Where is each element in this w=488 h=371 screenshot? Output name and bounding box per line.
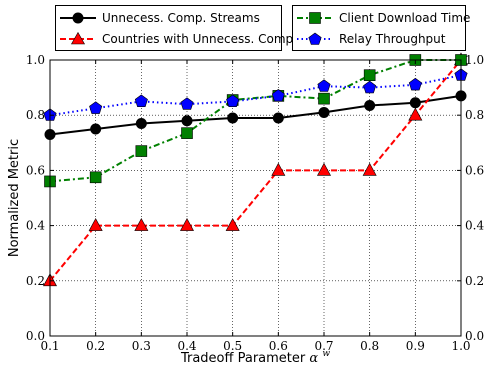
y-tick-label-right: 0.0 (465, 329, 484, 343)
data-point (134, 94, 148, 107)
data-point (179, 217, 195, 231)
data-point (272, 112, 284, 124)
data-point (89, 101, 103, 114)
y-tick-label-right: 0.4 (465, 219, 484, 233)
data-point (89, 171, 102, 184)
x-tick-label: 0.1 (40, 339, 59, 353)
legend-label-client-download-time: Client Download Time (339, 11, 471, 25)
data-point (271, 89, 285, 102)
data-point (318, 106, 330, 118)
x-tick-label: 0.5 (223, 339, 242, 353)
legend-label-relay-throughput: Relay Throughput (339, 32, 446, 46)
data-point (134, 217, 149, 231)
data-point (408, 77, 422, 91)
y-tick-label-right: 0.2 (465, 274, 484, 288)
axis-ticks: 0.1 0.2 0.3 0.4 0.5 0.6 0.7 0.8 0.9 1.00.0 0.00.2 0… (26, 53, 485, 353)
data-point (409, 97, 421, 109)
y-tick-label: 0.8 (26, 108, 45, 122)
data-point (362, 162, 377, 176)
series-countries-with-unnecess-comp (42, 52, 469, 287)
y-tick-label-right: 0.8 (465, 108, 484, 122)
legend-label-countries: Countries with Unnecess. Comp. (102, 32, 297, 46)
series-line (49, 59, 462, 282)
legend-entry-unnecess-comp-streams: Unnecess. Comp. Streams (60, 10, 260, 26)
legend-entry-relay-throughput: Relay Throughput (297, 31, 446, 47)
series-relay-throughput (43, 68, 468, 121)
data-point (317, 79, 331, 92)
y-tick-label: 1.0 (26, 53, 45, 67)
y-axis-label: Normalized Metric (7, 139, 22, 257)
x-tick-label: 0.6 (269, 339, 288, 353)
x-tick-label: 0.7 (314, 339, 333, 353)
data-point (135, 117, 147, 129)
legend-swatch-relay-throughput (297, 32, 333, 45)
data-point (181, 127, 193, 139)
x-axis-label: Tradeoff Parameter α w (180, 349, 330, 366)
plot-frame (49, 59, 462, 337)
x-tick-label: 0.9 (406, 339, 425, 353)
y-tick-label-right: 1.0 (465, 53, 484, 67)
y-tick-label: 0.4 (26, 219, 45, 233)
legend-swatch-unnecess-comp-streams (60, 12, 96, 24)
legend-swatch-client-download-time (297, 12, 333, 24)
data-point (225, 217, 240, 231)
legend-entry-countries: Countries with Unnecess. Comp. (60, 31, 297, 47)
series-line (49, 94, 462, 136)
data-point (408, 107, 423, 121)
data-point (318, 92, 330, 105)
data-point (180, 97, 194, 110)
legend-label-unnecess-comp-streams: Unnecess. Comp. Streams (102, 11, 260, 25)
x-tick-label: 0.2 (86, 339, 105, 353)
series-layer (42, 52, 469, 287)
data-point (226, 94, 240, 107)
legend-right: Client Download Time Relay Throughput (292, 5, 470, 51)
series-line (49, 74, 462, 117)
x-tick-label: 0.3 (132, 339, 151, 353)
data-point (227, 112, 239, 124)
x-tick-label: 0.8 (360, 339, 379, 353)
x-tick-label: 1.0 (451, 339, 470, 353)
x-tick-label: 0.4 (177, 339, 196, 353)
data-point (363, 80, 377, 94)
series-line (49, 59, 461, 183)
data-point (364, 100, 376, 112)
data-point (88, 217, 103, 231)
data-point (181, 115, 193, 127)
y-tick-label: 0.0 (26, 329, 45, 343)
y-tick-label: 0.2 (26, 274, 45, 288)
series-client-download-time (44, 54, 467, 188)
y-tick-label-right: 0.6 (465, 163, 484, 177)
legend-swatch-countries (60, 32, 96, 45)
legend-entry-client-download-time: Client Download Time (297, 10, 470, 26)
data-point (135, 145, 148, 157)
data-point (271, 162, 286, 176)
data-point (90, 123, 102, 135)
data-point (363, 69, 376, 81)
legend-left: Unnecess. Comp. Streams Countries with U… (55, 5, 297, 51)
data-point (316, 162, 332, 176)
y-tick-label: 0.6 (26, 163, 45, 177)
